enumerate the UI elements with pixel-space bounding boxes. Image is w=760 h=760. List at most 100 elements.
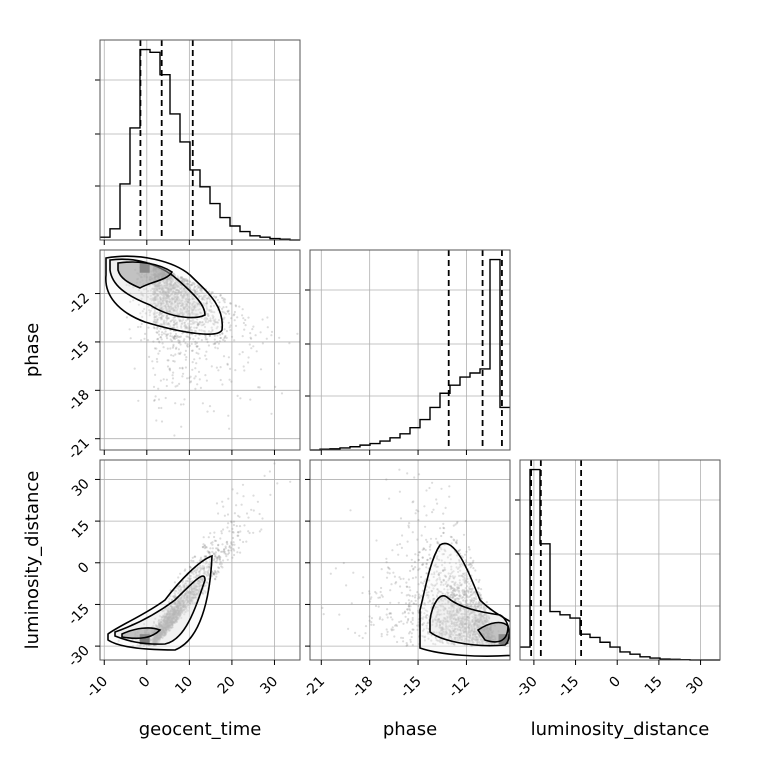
geocent_time_vs_luminosity_distance-point bbox=[167, 624, 170, 627]
geocent_time_vs_phase-point bbox=[174, 304, 177, 307]
geocent_time_vs_phase-point bbox=[162, 288, 165, 291]
geocent_time_vs_phase-point bbox=[183, 295, 186, 298]
geocent_time_vs_phase-point bbox=[217, 319, 220, 322]
geocent_time_vs_phase-point bbox=[166, 293, 169, 296]
geocent_time_vs_phase-point bbox=[157, 281, 160, 284]
geocent_time_vs_phase-point bbox=[156, 318, 159, 321]
geocent_time_vs_phase-point bbox=[155, 314, 158, 318]
geocent_time_vs_phase-point bbox=[154, 284, 157, 287]
geocent_time_vs_phase-point bbox=[159, 287, 162, 290]
phase_vs_luminosity_distance-point bbox=[412, 568, 415, 571]
geocent_time_vs_phase-point bbox=[168, 288, 171, 291]
geocent_time_vs_phase-point bbox=[195, 326, 198, 329]
geocent_time_vs_phase-point bbox=[149, 309, 152, 312]
geocent_time_vs_phase-point bbox=[171, 278, 174, 281]
geocent_time_vs_phase-point bbox=[161, 342, 164, 345]
geocent_time_vs_phase-point bbox=[179, 403, 183, 406]
geocent_time_vs_luminosity_distance-point bbox=[268, 470, 271, 473]
geocent_time_vs_phase-point bbox=[194, 387, 197, 390]
geocent_time_vs_phase-point bbox=[165, 315, 168, 318]
geocent_time_vs_luminosity_distance-point bbox=[220, 562, 223, 566]
geocent_time_vs_phase-point bbox=[184, 349, 187, 352]
geocent_time_vs_phase-point bbox=[186, 318, 189, 321]
geocent_time_vs_phase-point bbox=[170, 354, 173, 357]
geocent_time_vs_phase-point bbox=[164, 296, 168, 299]
geocent_time_vs_phase-point bbox=[151, 297, 154, 300]
geocent_time_vs_phase-point bbox=[176, 300, 180, 303]
geocent_time_vs_phase-point bbox=[247, 356, 250, 359]
geocent_time_vs_phase-point bbox=[181, 303, 184, 307]
geocent_time_vs_phase-point bbox=[186, 292, 189, 295]
geocent_time_vs_phase-point bbox=[158, 284, 161, 287]
geocent_time_vs_phase-point bbox=[187, 312, 190, 315]
geocent_time_vs_luminosity_distance-point bbox=[214, 578, 217, 581]
geocent_time_vs_phase-point bbox=[169, 320, 172, 323]
geocent_time_vs_luminosity_distance-point bbox=[232, 523, 235, 527]
geocent_time_vs_phase-point bbox=[170, 339, 173, 342]
geocent_time_vs_phase-point bbox=[205, 302, 208, 305]
geocent_time_vs_phase-point bbox=[190, 349, 194, 352]
geocent_time_vs_phase-point bbox=[165, 299, 168, 302]
geocent_time_vs_phase-point bbox=[193, 322, 196, 325]
geocent_time_vs_phase-point bbox=[181, 277, 184, 280]
geocent_time_vs_phase-point bbox=[212, 322, 215, 325]
geocent_time_vs_phase-point bbox=[162, 290, 165, 293]
geocent_time_vs_phase-point bbox=[176, 384, 179, 387]
geocent_time_vs_phase-point bbox=[203, 323, 206, 326]
geocent_time_vs_phase-point bbox=[157, 337, 160, 340]
geocent_time_vs_phase-point bbox=[270, 334, 273, 337]
geocent_time_vs_phase-point bbox=[211, 291, 214, 294]
geocent_time_vs_phase-point bbox=[204, 319, 207, 322]
geocent_time_vs_luminosity_distance-point bbox=[175, 601, 178, 604]
geocent_time_vs_phase-point bbox=[182, 313, 185, 316]
geocent_time_vs_phase-point bbox=[184, 291, 187, 294]
geocent_time_vs_luminosity_distance-point bbox=[183, 597, 186, 600]
geocent_time_vs_phase-point bbox=[173, 286, 176, 289]
geocent_time_vs_luminosity_distance-point bbox=[213, 557, 216, 561]
phase_vs_luminosity_distance-point bbox=[388, 572, 391, 575]
phase_vs_luminosity_distance-point bbox=[467, 546, 470, 549]
geocent_time_vs_phase-point bbox=[162, 286, 165, 290]
phase_vs_luminosity_distance-point bbox=[342, 561, 345, 565]
geocent_time_vs_phase-point bbox=[198, 357, 201, 360]
geocent_time_vs_phase-point bbox=[243, 328, 246, 331]
geocent_time_vs_phase-point bbox=[167, 295, 170, 299]
geocent_time_vs_phase-point bbox=[177, 335, 180, 338]
geocent_time_vs_phase-point bbox=[178, 292, 181, 295]
geocent_time_vs_phase-point bbox=[154, 297, 157, 300]
geocent_time_vs_phase-point bbox=[172, 309, 175, 313]
geocent_time_vs_phase-point bbox=[159, 318, 162, 321]
geocent_time_vs_phase-point bbox=[172, 284, 175, 287]
geocent_time_vs_phase-point bbox=[194, 309, 197, 312]
geocent_time_vs_phase-point bbox=[154, 290, 157, 293]
geocent_time_vs_phase-point bbox=[194, 305, 197, 308]
geocent_time_vs_phase-point bbox=[195, 345, 198, 348]
geocent_time_vs_phase-point bbox=[180, 294, 183, 297]
geocent_time_vs_phase-point bbox=[154, 285, 157, 288]
geocent_time_vs_phase-point bbox=[175, 309, 179, 312]
geocent_time_vs_phase-point bbox=[170, 293, 174, 296]
geocent_time_vs_phase-point bbox=[160, 289, 163, 292]
geocent_time_vs_phase-point bbox=[191, 311, 194, 314]
phase_vs_luminosity_distance-point bbox=[395, 624, 399, 628]
geocent_time_vs_phase-point bbox=[167, 292, 170, 295]
geocent_time_vs_phase-point bbox=[153, 282, 156, 285]
geocent_time_vs_phase-point bbox=[177, 290, 180, 293]
geocent_time_vs_phase-point bbox=[169, 295, 172, 298]
geocent_time_vs_luminosity_distance-point bbox=[218, 556, 221, 559]
geocent_time_vs_phase-point bbox=[174, 281, 177, 285]
geocent_time_vs_luminosity_distance-point bbox=[256, 500, 259, 503]
geocent_time_vs_phase-point bbox=[169, 320, 172, 323]
geocent_time_vs_phase-point bbox=[169, 275, 172, 278]
geocent_time_vs_phase-point bbox=[154, 304, 157, 307]
geocent_time_vs_phase-point bbox=[171, 335, 174, 338]
geocent_time_vs_phase-point bbox=[171, 303, 174, 306]
geocent_time_vs_phase-point bbox=[187, 295, 190, 298]
phase_vs_luminosity_distance-point bbox=[405, 554, 408, 557]
geocent_time_vs_phase-point bbox=[165, 300, 169, 303]
geocent_time_vs_phase-point bbox=[182, 306, 185, 309]
geocent_time_vs_phase-point bbox=[182, 288, 185, 291]
geocent_time_vs_luminosity_distance-point bbox=[217, 549, 220, 552]
geocent_time_vs_phase-point bbox=[213, 323, 216, 326]
